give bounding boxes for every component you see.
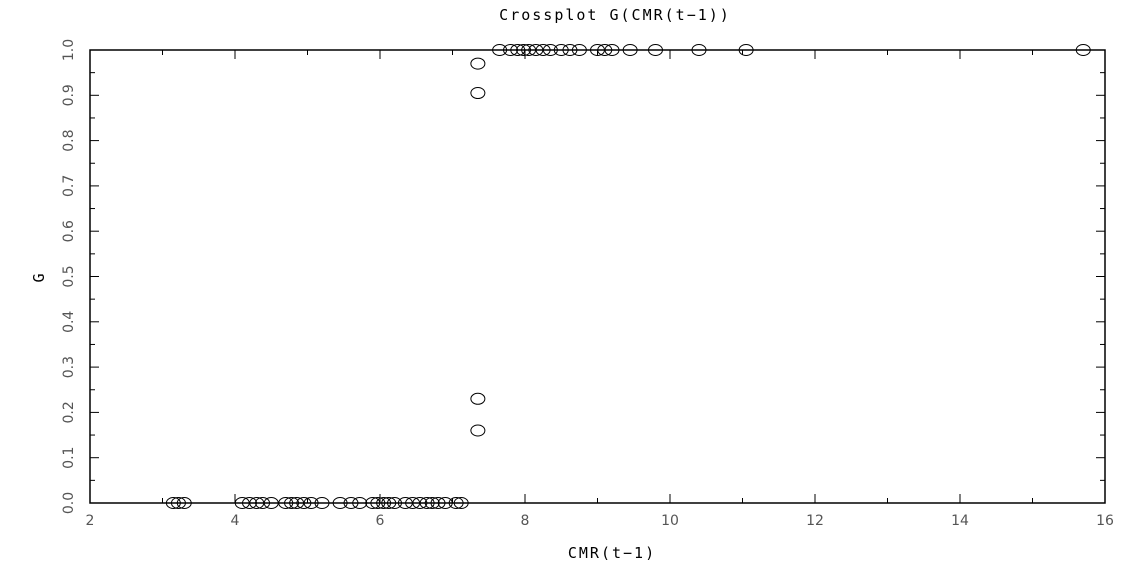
data-point bbox=[622, 44, 638, 56]
data-point bbox=[387, 497, 402, 509]
y-axis-label: G bbox=[30, 271, 48, 282]
data-point bbox=[503, 44, 518, 56]
data-point bbox=[470, 424, 486, 437]
y-tick-label: 0.5 bbox=[61, 265, 77, 287]
data-point bbox=[370, 497, 386, 509]
data-point bbox=[381, 497, 397, 509]
data-point bbox=[332, 497, 348, 509]
data-point bbox=[470, 57, 486, 70]
x-axis-label: CMR(t−1) bbox=[568, 544, 656, 562]
data-point bbox=[453, 497, 469, 509]
plot-frame bbox=[89, 49, 1106, 504]
axis-tick-labels: 2 4 6 8 10 12 14 16 0.0 0.1 0.2 0.3 0.4 0.5 0.6 0.7 0.8 0… bbox=[61, 39, 1114, 529]
data-point bbox=[648, 44, 663, 56]
data-point bbox=[562, 44, 578, 56]
data-point bbox=[535, 44, 551, 56]
data-point bbox=[470, 392, 486, 405]
data-point bbox=[303, 497, 319, 509]
x-tick-label: 6 bbox=[376, 513, 385, 529]
data-point bbox=[365, 497, 381, 509]
data-point bbox=[343, 497, 359, 509]
data-point bbox=[165, 497, 181, 509]
y-tick-label: 0.2 bbox=[61, 401, 77, 423]
data-point bbox=[542, 44, 558, 56]
data-point bbox=[284, 497, 300, 509]
x-tick-label: 4 bbox=[231, 513, 240, 529]
data-points bbox=[165, 44, 1091, 509]
data-point bbox=[296, 497, 312, 509]
data-point bbox=[571, 44, 587, 56]
y-tick-label: 0.6 bbox=[61, 220, 77, 242]
data-point bbox=[242, 497, 257, 509]
data-point bbox=[492, 44, 508, 56]
data-point bbox=[470, 87, 486, 100]
chart-title: Crossplot G(CMR(t−1)) bbox=[499, 6, 731, 24]
data-point bbox=[412, 497, 428, 509]
data-point bbox=[376, 497, 392, 509]
y-tick-label: 1.0 bbox=[61, 39, 77, 61]
data-point bbox=[604, 44, 620, 56]
data-point bbox=[430, 497, 446, 509]
x-tick-label: 16 bbox=[1096, 513, 1114, 529]
data-point bbox=[419, 497, 435, 509]
data-point bbox=[170, 497, 186, 509]
y-tick-label: 0.3 bbox=[61, 356, 77, 378]
data-point bbox=[597, 44, 613, 56]
x-tick-label: 10 bbox=[661, 513, 679, 529]
x-tick-label: 14 bbox=[951, 513, 969, 529]
x-tick-label: 8 bbox=[521, 513, 530, 529]
axis-ticks bbox=[89, 49, 1106, 504]
data-point bbox=[1075, 44, 1091, 56]
data-point bbox=[691, 44, 707, 56]
y-tick-label: 0.1 bbox=[61, 447, 77, 469]
data-point bbox=[553, 44, 569, 56]
y-tick-label: 0.0 bbox=[61, 492, 77, 514]
y-tick-label: 0.7 bbox=[61, 175, 77, 197]
data-point bbox=[516, 44, 532, 56]
y-tick-label: 0.9 bbox=[61, 84, 77, 106]
x-tick-label: 2 bbox=[86, 513, 95, 529]
data-point bbox=[738, 44, 754, 56]
y-tick-label: 0.8 bbox=[61, 129, 77, 151]
data-point bbox=[448, 497, 464, 509]
data-point bbox=[424, 497, 440, 509]
x-tick-label: 12 bbox=[806, 513, 824, 529]
data-point bbox=[437, 497, 453, 509]
data-point bbox=[510, 44, 526, 56]
data-point bbox=[176, 497, 192, 509]
data-point bbox=[255, 497, 271, 509]
data-point bbox=[278, 497, 294, 509]
y-tick-label: 0.4 bbox=[61, 311, 77, 333]
data-point bbox=[314, 497, 330, 509]
data-point bbox=[352, 497, 368, 509]
